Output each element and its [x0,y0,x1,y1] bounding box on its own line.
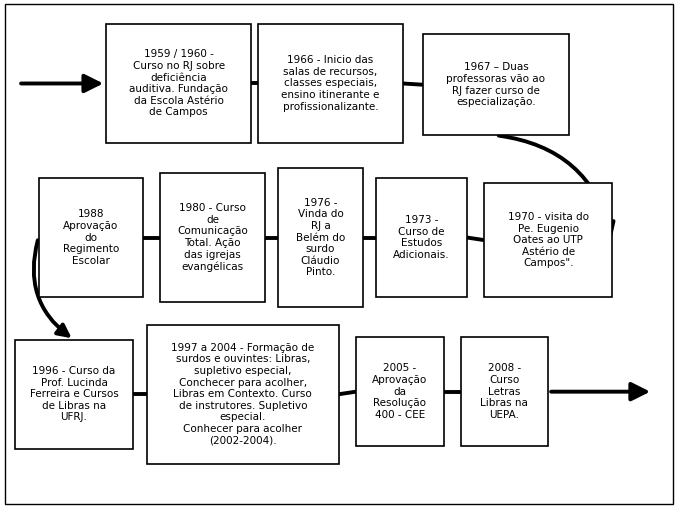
FancyArrowPatch shape [499,136,614,233]
Text: 1988
Aprovação
do
Regimento
Escolar: 1988 Aprovação do Regimento Escolar [63,209,119,266]
Bar [484,183,612,297]
Text: 1976 -
Vinda do
RJ a
Belém do
surdo
Cláudio
Pinto.: 1976 - Vinda do RJ a Belém do surdo Cláu… [296,198,345,277]
Text: 1997 a 2004 - Formação de
surdos e ouvintes: Libras,
supletivo especial,
Conchec: 1997 a 2004 - Formação de surdos e ouvin… [171,343,315,446]
Text: 1966 - Inicio das
salas de recursos,
classes especiais,
ensino itinerante e
prof: 1966 - Inicio das salas de recursos, cla… [281,55,380,112]
Bar [160,173,264,302]
Text: 1996 - Curso da
Prof. Lucinda
Ferreira e Cursos
de Libras na
UFRJ.: 1996 - Curso da Prof. Lucinda Ferreira e… [30,366,119,422]
Text: 1959 / 1960 -
Curso no RJ sobre
deficiência
auditiva. Fundação
da Escola Astério: 1959 / 1960 - Curso no RJ sobre deficiên… [129,49,228,117]
Bar [356,337,443,446]
Text: 1973 -
Curso de
Estudos
Adicionais.: 1973 - Curso de Estudos Adicionais. [393,215,450,260]
FancyArrowPatch shape [34,240,68,336]
Bar [15,340,133,449]
Bar [423,34,569,135]
Bar [106,24,252,143]
Text: 2008 -
Curso
Letras
Libras na
UEPA.: 2008 - Curso Letras Libras na UEPA. [481,363,528,420]
Text: 1967 – Duas
professoras vão ao
RJ fazer curso de
especialização.: 1967 – Duas professoras vão ao RJ fazer … [447,62,546,107]
Bar [376,178,467,297]
Text: 1970 - visita do
Pe. Eugenio
Oates ao UTP
Astério de
Campos".: 1970 - visita do Pe. Eugenio Oates ao UT… [508,212,589,268]
Bar [146,325,339,464]
Bar [278,168,363,307]
Text: 2005 -
Aprovação
da
Resolução
400 - CEE: 2005 - Aprovação da Resolução 400 - CEE [372,363,427,420]
Bar [460,337,549,446]
Bar [258,24,403,143]
Text: 1980 - Curso
de
Comunicação
Total. Ação
das igrejas
evangélicas: 1980 - Curso de Comunicação Total. Ação … [177,203,247,272]
Bar [39,178,143,297]
